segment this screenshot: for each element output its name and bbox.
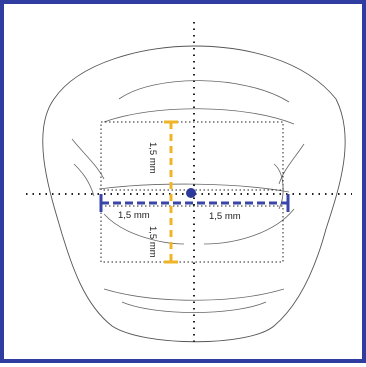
cusp-line bbox=[71, 138, 105, 180]
cusp-line bbox=[203, 208, 295, 245]
center-point bbox=[186, 188, 196, 198]
label-left-horizontal: 1,5 mm bbox=[118, 210, 150, 221]
cusp-line bbox=[103, 213, 185, 245]
tooth-outline bbox=[42, 45, 346, 343]
label-bottom-vertical: 1,5 mm bbox=[147, 226, 158, 258]
label-top-vertical: 1,5 mm bbox=[147, 142, 158, 174]
cusp-line bbox=[118, 80, 290, 103]
lower-dotted-box bbox=[100, 205, 284, 263]
cusp-line bbox=[121, 301, 267, 313]
cusp-line bbox=[103, 288, 285, 301]
cusp-line bbox=[273, 163, 284, 210]
upper-dotted-box bbox=[100, 121, 284, 191]
cusp-line bbox=[278, 143, 305, 185]
cusp-line bbox=[103, 108, 295, 125]
label-right-horizontal: 1,5 mm bbox=[209, 211, 241, 222]
cusp-line bbox=[73, 163, 95, 197]
cusp-line bbox=[98, 183, 290, 193]
tooth-diagram: 1,5 mm 1,5 mm 1,5 mm 1,5 mm bbox=[26, 22, 352, 344]
